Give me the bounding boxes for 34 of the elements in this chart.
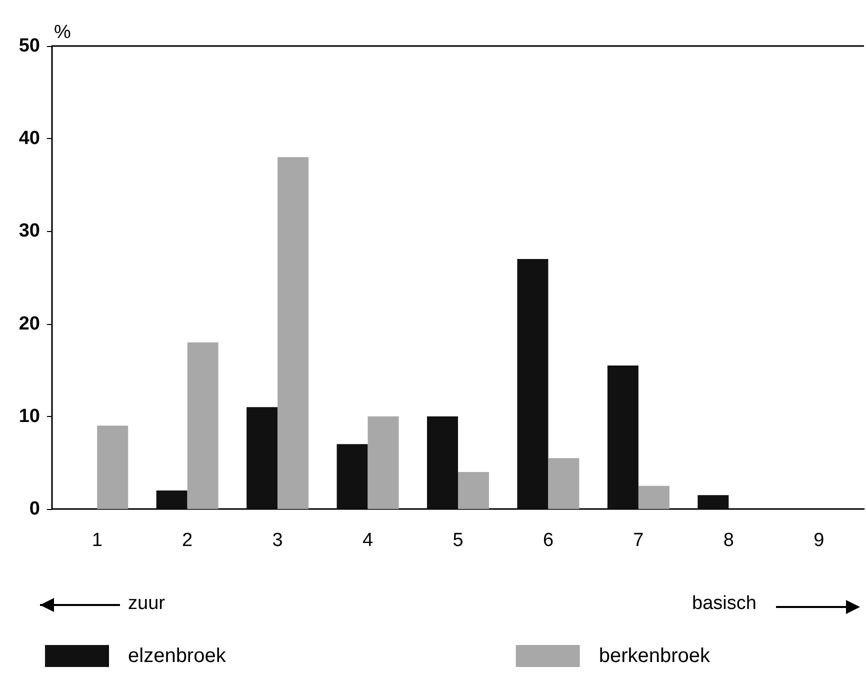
bar: [458, 472, 489, 509]
bar: [187, 342, 218, 509]
bar: [638, 486, 670, 509]
y-tick-label: 20: [18, 313, 40, 334]
text: basisch: [692, 593, 756, 614]
x-tick-label: 7: [633, 530, 644, 551]
x-tick-label: 8: [723, 530, 734, 551]
bar: [607, 365, 638, 509]
x-tick-label: 1: [92, 530, 102, 551]
bar: [517, 258, 548, 509]
y-tick-label: 50: [18, 36, 40, 56]
y-axis-title: %: [54, 22, 71, 43]
bar: [368, 416, 399, 509]
bar: [97, 426, 128, 509]
x-tick-label: 4: [362, 530, 374, 551]
bar: [246, 407, 278, 509]
bar: [336, 444, 368, 509]
x-tick-label: 9: [814, 530, 824, 551]
legend-label: elzenbroek: [128, 645, 227, 667]
x-tick-label: 3: [272, 530, 283, 551]
bar: [548, 458, 580, 509]
bar: [427, 416, 458, 509]
y-tick-label: 0: [29, 498, 40, 520]
bar: [278, 157, 309, 509]
legend-label: berkenbroek: [598, 645, 712, 667]
x-tick-label: 5: [452, 530, 464, 551]
bar: [156, 490, 188, 509]
text: zuur: [128, 593, 166, 614]
y-tick-label: 30: [18, 220, 40, 242]
y-tick-label: 40: [18, 128, 40, 150]
x-tick-label: 2: [182, 530, 193, 551]
y-tick-label: 10: [18, 406, 40, 427]
x-tick-label: 6: [542, 530, 554, 551]
bar: [698, 495, 729, 509]
